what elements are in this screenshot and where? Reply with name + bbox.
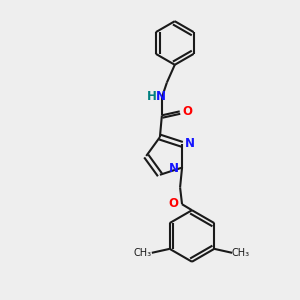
Text: CH₃: CH₃	[134, 248, 152, 258]
Text: N: N	[169, 162, 179, 175]
Text: CH₃: CH₃	[232, 248, 250, 258]
Text: H: H	[147, 90, 157, 103]
Text: N: N	[185, 137, 195, 150]
Text: O: O	[168, 197, 178, 210]
Text: O: O	[183, 105, 193, 118]
Text: N: N	[156, 90, 166, 103]
